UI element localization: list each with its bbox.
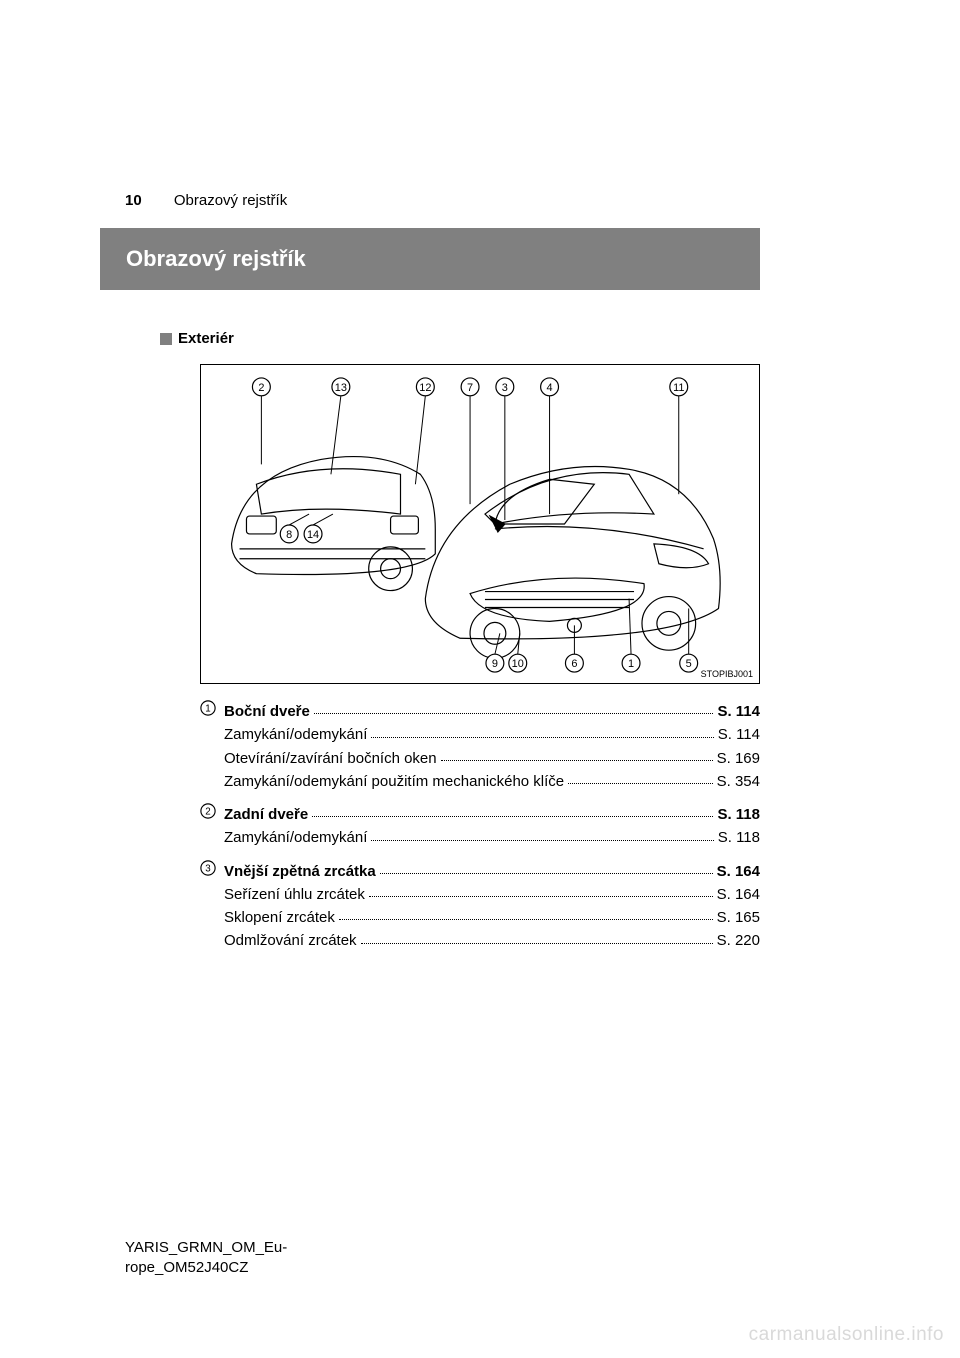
doc-footer: YARIS_GRMN_OM_Eu- rope_OM52J40CZ xyxy=(125,1238,287,1279)
index-label: Boční dveře xyxy=(224,700,310,723)
index-sub-row: Zamykání/odemykání S. 114 xyxy=(200,723,760,746)
index-sub-row: Zamykání/odemykání použitím mechanického… xyxy=(200,770,760,793)
index-sub-row: Otevírání/zavírání bočních oken S. 169 xyxy=(200,747,760,770)
index-label: Zamykání/odemykání xyxy=(224,826,367,849)
callout-number-6: 6 xyxy=(571,658,577,670)
index-page-ref: S. 118 xyxy=(717,803,760,826)
leader-dots xyxy=(314,713,714,714)
figure-code: STOPIBJ001 xyxy=(701,669,753,679)
index-page-ref: S. 164 xyxy=(717,883,760,906)
leader-dots xyxy=(371,840,713,841)
index-sub-row: Odmlžování zrcátek S. 220 xyxy=(200,929,760,952)
callout-number-1: 1 xyxy=(628,658,634,670)
running-head-text: Obrazový rejstřík xyxy=(174,192,287,209)
index-page-ref: S. 354 xyxy=(717,770,760,793)
callout-number-3: 3 xyxy=(502,382,508,394)
title-text: Obrazový rejstřík xyxy=(126,246,306,272)
footer-line-1: YARIS_GRMN_OM_Eu- xyxy=(125,1238,287,1258)
index-group: 2 Zadní dveře S. 118 Zamykání/odemykání S. 1… xyxy=(200,803,760,850)
leader-dots xyxy=(361,943,713,944)
index-group: 1 Boční dveře S. 114 Zamykání/odemykání S. 1… xyxy=(200,700,760,793)
index-list: 1 Boční dveře S. 114 Zamykání/odemykání S. 1… xyxy=(200,700,760,963)
callout-number-5: 5 xyxy=(686,658,692,670)
list-marker-icon: 2 xyxy=(200,803,224,819)
callout-number-8: 8 xyxy=(286,529,292,541)
index-page-ref: S. 169 xyxy=(717,747,760,770)
index-page-ref: S. 165 xyxy=(717,906,760,929)
running-header: 10 Obrazový rejstřík xyxy=(125,192,287,209)
callout-number-9: 9 xyxy=(492,658,498,670)
leader-dots xyxy=(312,816,713,817)
index-sub-row: Sklopení zrcátek S. 165 xyxy=(200,906,760,929)
index-page-ref: S. 114 xyxy=(717,700,760,723)
list-marker-icon: 3 xyxy=(200,860,224,876)
leader-dots xyxy=(568,783,712,784)
svg-text:1: 1 xyxy=(205,704,210,715)
section-header: Exteriér xyxy=(160,330,234,347)
index-page-ref: S. 118 xyxy=(718,826,760,849)
callout-number-7: 7 xyxy=(467,382,473,394)
index-heading-row: 2 Zadní dveře S. 118 xyxy=(200,803,760,826)
index-page-ref: S. 114 xyxy=(718,723,760,746)
page-number: 10 xyxy=(125,192,142,209)
watermark: carmanualsonline.info xyxy=(749,1324,944,1346)
index-label: Sklopení zrcátek xyxy=(224,906,335,929)
section-marker-icon xyxy=(160,333,172,345)
callout-number-10: 10 xyxy=(512,658,524,670)
index-sub-row: Seřízení úhlu zrcátek S. 164 xyxy=(200,883,760,906)
callout-number-12: 12 xyxy=(419,382,431,394)
exterior-figure-svg: 2 13 12 7 3 4 11 8 14 9 10 6 1 5 xyxy=(201,365,759,683)
leader-dots xyxy=(371,737,713,738)
leader-dots xyxy=(339,919,713,920)
callout-number-11: 11 xyxy=(673,382,684,394)
index-sub-row: Zamykání/odemykání S. 118 xyxy=(200,826,760,849)
index-page-ref: S. 220 xyxy=(717,929,760,952)
index-group: 3Vnější zpětná zrcátkaS. 164Seřízení úhl… xyxy=(200,860,760,953)
index-label: Zamykání/odemykání xyxy=(224,723,367,746)
index-label: Vnější zpětná zrcátka xyxy=(224,860,376,883)
exterior-figure: 2 13 12 7 3 4 11 8 14 9 10 6 1 5 STOPIBJ001 xyxy=(200,364,760,684)
svg-text:2: 2 xyxy=(205,807,210,818)
index-page-ref: S. 164 xyxy=(717,860,760,883)
index-label: Odmlžování zrcátek xyxy=(224,929,357,952)
index-heading-row: 3 Vnější zpětná zrcátka S. 164 xyxy=(200,860,760,883)
leader-dots xyxy=(369,896,713,897)
callout-number-14: 14 xyxy=(307,529,319,541)
index-label: Seřízení úhlu zrcátek xyxy=(224,883,365,906)
callout-number-2: 2 xyxy=(258,382,264,394)
leader-dots xyxy=(441,760,713,761)
svg-text:3: 3 xyxy=(205,863,210,874)
list-marker-icon: 1 xyxy=(200,700,224,716)
title-banner: Obrazový rejstřík xyxy=(100,228,760,290)
leader-dots xyxy=(380,873,713,874)
index-label: Zamykání/odemykání použitím mechanického… xyxy=(224,770,564,793)
footer-line-2: rope_OM52J40CZ xyxy=(125,1258,287,1278)
callout-number-4: 4 xyxy=(547,382,553,394)
section-label-text: Exteriér xyxy=(178,330,234,347)
callout-number-13: 13 xyxy=(335,382,347,394)
page-container: 10 Obrazový rejstřík Obrazový rejstřík E… xyxy=(0,0,960,1358)
index-label: Zadní dveře xyxy=(224,803,308,826)
index-heading-row: 1 Boční dveře S. 114 xyxy=(200,700,760,723)
index-label: Otevírání/zavírání bočních oken xyxy=(224,747,437,770)
